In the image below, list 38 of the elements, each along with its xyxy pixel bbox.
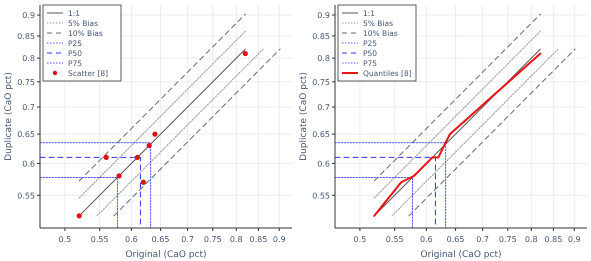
y-tick-label: 0.85 bbox=[312, 32, 330, 41]
y-tick-label: 0.65 bbox=[17, 130, 35, 140]
x-tick-label: 0.6 bbox=[420, 235, 433, 244]
y-tick-label: 0.7 bbox=[317, 103, 330, 112]
x-tick-label: 0.75 bbox=[204, 235, 222, 244]
x-tick-label: 0.55 bbox=[90, 235, 109, 244]
x-tick-label: 0.5 bbox=[354, 235, 366, 244]
x-tick-label: 0.7 bbox=[181, 235, 194, 244]
x-tick-label: 0.7 bbox=[476, 235, 489, 244]
x-tick-label: 0.85 bbox=[544, 235, 562, 244]
x-axis-title: Original (CaO pct) bbox=[125, 250, 207, 260]
y-tick-label: 0.6 bbox=[22, 159, 35, 168]
y-tick-label: 0.9 bbox=[317, 11, 330, 20]
x-tick-label: 0.8 bbox=[524, 235, 538, 244]
y-axis-title: Duplicate (CaO pct) bbox=[4, 72, 14, 161]
x-tick-label: 0.55 bbox=[386, 235, 404, 244]
y-tick-label: 0.8 bbox=[22, 54, 35, 64]
y-tick-label: 0.75 bbox=[312, 78, 330, 87]
x-tick-label: 0.65 bbox=[152, 235, 170, 244]
x-tick-label: 0.65 bbox=[446, 235, 464, 244]
y-tick-label: 0.55 bbox=[17, 191, 35, 200]
y-tick-label: 0.85 bbox=[17, 32, 35, 41]
y-tick-label: 0.8 bbox=[317, 54, 330, 64]
y-axis-title: Duplicate (CaO pct) bbox=[299, 72, 309, 161]
y-tick-label: 0.55 bbox=[312, 191, 330, 200]
x-tick-label: 0.85 bbox=[250, 235, 268, 244]
y-tick-label: 0.9 bbox=[22, 11, 35, 20]
y-tick-label: 0.6 bbox=[317, 159, 330, 168]
x-tick-label: 0.6 bbox=[125, 235, 138, 244]
y-tick-label: 0.7 bbox=[22, 103, 35, 112]
x-tick-label: 0.8 bbox=[230, 235, 243, 244]
x-tick-label: 0.75 bbox=[498, 235, 517, 244]
y-tick-label: 0.65 bbox=[312, 130, 330, 140]
x-axis-title: Original (CaO pct) bbox=[420, 250, 502, 260]
x-tick-label: 0.5 bbox=[58, 235, 72, 244]
y-tick-label: 0.75 bbox=[17, 78, 35, 87]
x-tick-label: 0.9 bbox=[272, 235, 286, 244]
x-tick-label: 0.9 bbox=[568, 235, 581, 244]
